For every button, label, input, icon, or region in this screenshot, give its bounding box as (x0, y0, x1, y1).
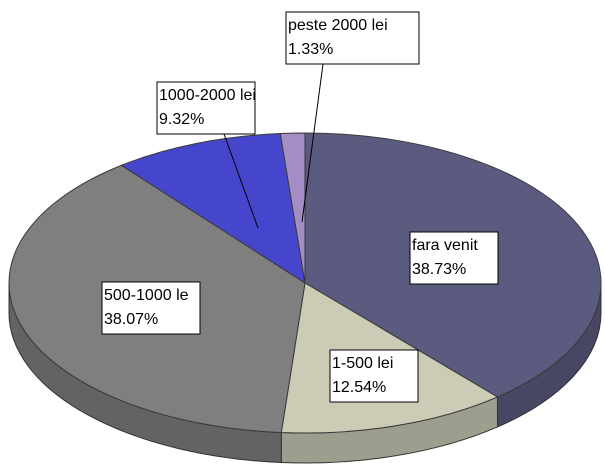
label-box (409, 231, 499, 285)
slice-side-shade (9, 283, 282, 463)
category-label: peste 2000 lei (288, 17, 388, 34)
category-label: 500-1000 le (104, 287, 189, 304)
slice (279, 132, 306, 284)
category-label: fara venit (412, 237, 478, 254)
value-label: 9.32% (159, 111, 204, 128)
category-label: 1-500 lei (332, 355, 393, 372)
slice-side-shade (497, 283, 601, 427)
category-label: 1000-2000 lei (159, 87, 256, 104)
label-box (329, 349, 419, 403)
slice-side-shade (281, 396, 498, 464)
slice (120, 133, 306, 285)
label-box (285, 11, 420, 65)
label-box (101, 281, 201, 335)
leader-line (223, 133, 259, 229)
value-label: 38.73% (412, 261, 466, 278)
value-label: 12.54% (332, 379, 386, 396)
leader-line (301, 63, 324, 223)
value-label: 38.07% (104, 311, 158, 328)
label-box (156, 81, 256, 135)
value-label: 1.33% (288, 41, 333, 58)
